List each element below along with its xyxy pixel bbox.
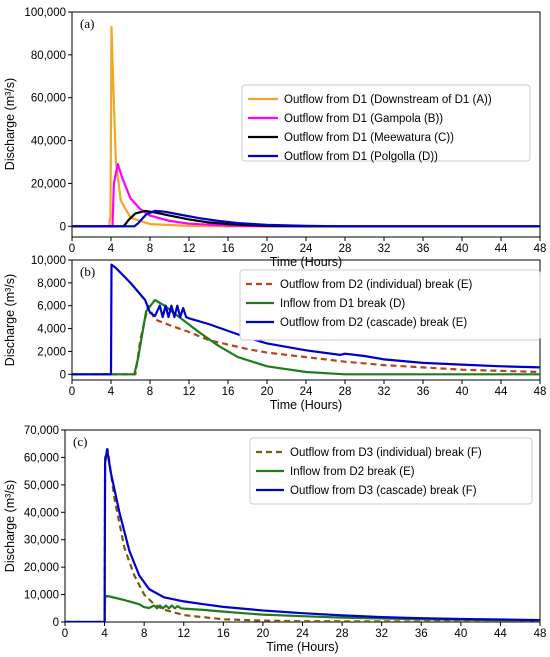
- x-tick-label: 44: [495, 243, 508, 255]
- series-line-2: [72, 298, 540, 376]
- series-line-1: [72, 304, 540, 376]
- legend: Outflow from D1 (Downstream of D1 (A)) Ou…: [241, 84, 531, 163]
- legend: Outflow from D2 (individual) break (E) In…: [239, 269, 541, 341]
- x-tick-label: 36: [417, 243, 430, 255]
- x-tick-label: 0: [69, 243, 75, 255]
- chart-panel-1: 0 4 8 12 16 20 24 28 32 36 40 44 48020,00040,00060,0…: [3, 7, 546, 269]
- series-line-1: [72, 25, 540, 228]
- x-axis-label: Time (Hours): [266, 640, 338, 654]
- x-tick-label: 24: [300, 386, 313, 398]
- x-tick-label: 12: [183, 243, 196, 255]
- y-tick-label: 6,000: [37, 301, 66, 313]
- chart-panel-2: 0 4 8 12 16 20 24 28 32 36 40 44 4802,0004,0006,0008…: [3, 255, 546, 412]
- legend-label: Outflow from D1 (Polgolla (D)): [284, 151, 438, 163]
- x-tick-label: 48: [534, 243, 547, 255]
- x-tick-label: 4: [108, 243, 115, 255]
- x-tick-label: 36: [417, 386, 430, 398]
- x-tick-label: 44: [495, 386, 508, 398]
- y-tick-label: 0: [53, 617, 59, 629]
- x-tick-label: 20: [257, 628, 270, 640]
- y-tick-label: 100,000: [24, 7, 66, 19]
- y-tick-label: 10,000: [31, 255, 66, 267]
- x-tick-label: 4: [108, 386, 115, 398]
- x-tick-label: 8: [141, 628, 147, 640]
- x-tick-label: 8: [147, 243, 153, 255]
- series-line-2: [65, 594, 540, 622]
- x-tick-label: 20: [261, 386, 274, 398]
- x-tick-label: 48: [534, 386, 547, 398]
- y-tick-label: 20,000: [31, 178, 66, 190]
- y-axis-label: Discharge (m³/s): [3, 274, 17, 366]
- x-tick-label: 8: [147, 386, 153, 398]
- x-axis-label: Time (Hours): [270, 398, 342, 412]
- legend-label: Outflow from D1 (Downstream of D1 (A)): [284, 94, 492, 106]
- x-tick-label: 24: [296, 628, 309, 640]
- x-tick-label: 36: [415, 628, 428, 640]
- y-tick-label: 8,000: [37, 278, 66, 290]
- x-axis-label: Time (Hours): [270, 255, 342, 269]
- x-tick-label: 16: [222, 243, 235, 255]
- y-tick-label: 60,000: [24, 452, 59, 464]
- panel-label: (a): [80, 16, 94, 31]
- x-tick-label: 12: [183, 386, 196, 398]
- x-tick-label: 32: [378, 386, 391, 398]
- legend: Outflow from D3 (individual) break (F) In…: [249, 437, 533, 505]
- x-tick-label: 40: [456, 386, 469, 398]
- y-tick-label: 40,000: [31, 136, 66, 148]
- x-tick-label: 16: [222, 386, 235, 398]
- legend-label: Inflow from D1 break (D): [280, 298, 405, 310]
- y-tick-label: 30,000: [24, 535, 59, 547]
- y-axis-label: Discharge (m³/s): [3, 78, 17, 170]
- y-tick-label: 0: [60, 369, 66, 381]
- x-tick-label: 40: [456, 243, 469, 255]
- legend-label: Inflow from D2 break (E): [290, 466, 415, 478]
- panel-label: (b): [80, 264, 95, 279]
- legend-label: Outflow from D3 (individual) break (F): [290, 447, 482, 459]
- legend-label: Outflow from D2 (cascade) break (E): [280, 317, 467, 329]
- legend-label: Outflow from D1 (Meewatura (C)): [284, 132, 454, 144]
- x-tick-label: 28: [339, 243, 352, 255]
- y-tick-label: 80,000: [31, 50, 66, 62]
- x-tick-label: 20: [261, 243, 274, 255]
- x-tick-label: 0: [69, 386, 75, 398]
- y-tick-label: 60,000: [31, 93, 66, 105]
- series-line-2: [72, 163, 540, 228]
- legend-box: [239, 269, 541, 341]
- x-tick-label: 28: [336, 628, 349, 640]
- x-tick-label: 12: [177, 628, 190, 640]
- y-tick-label: 50,000: [24, 480, 59, 492]
- x-tick-label: 16: [217, 628, 230, 640]
- y-tick-label: 20,000: [24, 562, 59, 574]
- y-tick-label: 10,000: [24, 590, 59, 602]
- y-tick-label: 70,000: [24, 425, 59, 437]
- series-line-1: [65, 448, 540, 622]
- panel-label: (c): [73, 434, 87, 449]
- y-tick-label: 0: [60, 221, 66, 233]
- series-line-4: [72, 209, 540, 228]
- x-tick-label: 40: [454, 628, 467, 640]
- x-tick-label: 28: [339, 386, 352, 398]
- legend-box: [249, 437, 533, 505]
- x-tick-label: 24: [300, 243, 313, 255]
- legend-label: Outflow from D1 (Gampola (B)): [284, 113, 443, 125]
- x-tick-label: 0: [62, 628, 68, 640]
- y-axis-label: Discharge (m³/s): [3, 480, 17, 572]
- x-tick-label: 32: [375, 628, 388, 640]
- series-line-3: [65, 448, 540, 622]
- y-tick-label: 4,000: [37, 324, 66, 336]
- series-line-3: [72, 263, 540, 376]
- legend-label: Outflow from D3 (cascade) break (F): [290, 485, 477, 497]
- y-tick-label: 2,000: [37, 346, 66, 358]
- legend-label: Outflow from D2 (individual) break (E): [280, 279, 473, 291]
- x-tick-label: 32: [378, 243, 391, 255]
- chart-panel-3: 0 4 8 12 16 20 24 28 32 36 40 44 48010,00020,00030,0…: [3, 425, 546, 654]
- x-tick-label: 44: [494, 628, 507, 640]
- y-tick-label: 40,000: [24, 507, 59, 519]
- x-tick-label: 4: [101, 628, 108, 640]
- legend-box: [241, 84, 531, 162]
- x-tick-label: 48: [534, 628, 547, 640]
